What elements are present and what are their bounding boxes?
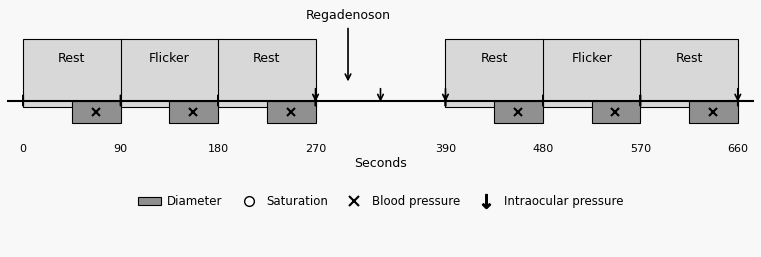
Legend: Diameter, Saturation, Blood pressure, Intraocular pressure: Diameter, Saturation, Blood pressure, In… xyxy=(133,191,628,213)
Bar xyxy=(267,100,316,123)
Text: Rest: Rest xyxy=(676,52,702,65)
Bar xyxy=(72,100,121,123)
X-axis label: Seconds: Seconds xyxy=(354,157,407,170)
Bar xyxy=(170,100,218,123)
Bar xyxy=(591,100,640,123)
Text: Regadenoson: Regadenoson xyxy=(305,8,390,22)
Text: Flicker: Flicker xyxy=(149,52,189,65)
Text: Rest: Rest xyxy=(253,52,281,65)
Bar xyxy=(494,100,543,123)
Text: Rest: Rest xyxy=(59,52,85,65)
Bar xyxy=(445,40,738,107)
Bar xyxy=(689,100,738,123)
Text: Flicker: Flicker xyxy=(572,52,612,65)
Bar xyxy=(23,40,316,107)
Text: Rest: Rest xyxy=(480,52,508,65)
